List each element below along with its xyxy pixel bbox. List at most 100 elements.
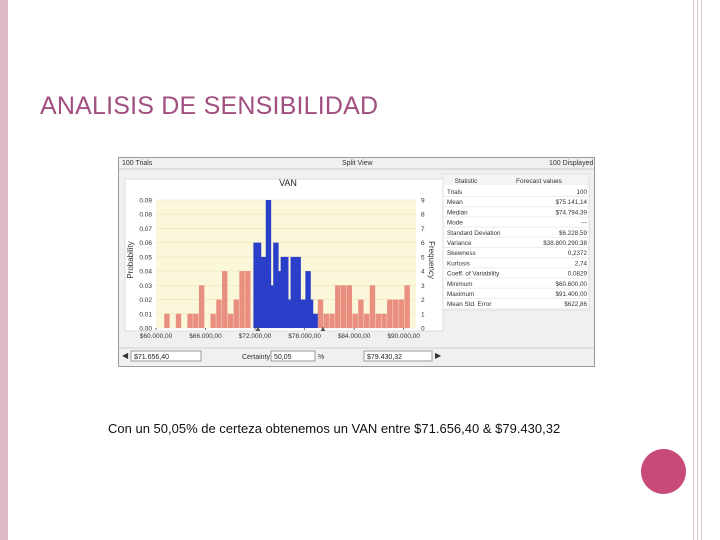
histogram-bar — [364, 313, 370, 328]
y-tick-label: 0.03 — [139, 283, 152, 290]
displayed-label: 100 Displayed — [549, 160, 594, 167]
histogram-bar — [340, 285, 347, 328]
stats-row-value: 100 — [576, 189, 587, 196]
histogram-bar — [245, 271, 251, 328]
y-ticks: 0.00 0.01 0.02 0.03 0.04 0.05 0.06 0.07 0.08 0.09 — [139, 198, 152, 333]
y2-ticks: 0 1 2 3 4 5 6 7 8 9 — [421, 198, 425, 333]
histogram-bar — [305, 271, 311, 328]
stats-row-value: $75.141,14 — [555, 199, 587, 206]
histogram-bar — [381, 313, 387, 328]
y2-tick-label: 6 — [421, 240, 425, 247]
certainty-field[interactable] — [270, 350, 316, 362]
histogram-bar — [193, 313, 199, 328]
histogram-bar — [329, 313, 335, 328]
x-tick-label: $90.000,00 — [387, 333, 420, 340]
stats-row-label: Skewness — [447, 250, 476, 257]
histogram-bar — [392, 299, 399, 328]
histogram-bar — [198, 285, 205, 328]
left-value-field[interactable] — [130, 350, 202, 362]
stats-row-value: 0,2372 — [568, 250, 588, 257]
stats-row-label: Trials — [447, 189, 462, 196]
y2-tick-label: 7 — [421, 226, 425, 233]
stats-row-value: $6.228,59 — [559, 230, 588, 237]
histogram-bars — [164, 200, 410, 328]
y-tick-label: 0.06 — [139, 240, 152, 247]
stats-row-value: 2,74 — [575, 260, 588, 267]
histogram-bar — [233, 299, 239, 328]
y2-tick-label: 8 — [421, 212, 425, 219]
stats-row-label: Kurtosis — [447, 260, 470, 267]
x-tick-label: $78.000,00 — [288, 333, 321, 340]
caption-text: Con un 50,05% de certeza obtenemos un VA… — [108, 421, 561, 436]
y-tick-label: 0.02 — [139, 297, 152, 304]
stats-header-cell: Statistic — [455, 178, 479, 185]
stats-header-row — [444, 175, 588, 185]
stats-row-label: Coeff. of Variability — [447, 271, 500, 278]
x-tick-label: $60.000,00 — [140, 333, 173, 340]
histogram-bar — [227, 313, 234, 328]
histogram-bar — [265, 200, 272, 328]
histogram-bar — [187, 313, 193, 328]
histogram-bar — [335, 285, 341, 328]
left-arrow-icon[interactable]: ◀ — [122, 351, 129, 360]
histogram-bar — [387, 299, 393, 328]
stats-table: Statistic Forecast values Trials 100 Mean $75… — [444, 175, 588, 310]
forecast-window: 100 Trials Split View 100 Displayed VAN … — [118, 157, 595, 367]
stats-row-label: Variance — [447, 240, 472, 247]
y-axis-label: Probability — [126, 241, 135, 278]
histogram-bar — [164, 313, 170, 328]
y2-tick-label: 3 — [421, 283, 425, 290]
right-value-field[interactable] — [363, 350, 433, 362]
stats-row-value: $622,86 — [564, 301, 587, 308]
stats-row-label: Mean Std. Error — [447, 301, 491, 308]
right-arrow-icon[interactable]: ▶ — [435, 351, 442, 360]
certainty-label: Certainty — [242, 354, 271, 361]
x-ticks: $60.000,00 $66.000,00 $72.000,00 $78.000,00… — [140, 328, 420, 340]
right-border-line — [701, 0, 702, 540]
stats-row-value: $38.800.290,38 — [543, 240, 587, 247]
stats-row-label: Maximum — [447, 291, 474, 298]
forecast-chart: VAN Probability Frequency 0.000.010.020.… — [119, 168, 594, 362]
stats-row-value: $74.794,39 — [555, 209, 587, 216]
histogram-bar — [239, 271, 245, 328]
histogram-bar — [295, 256, 301, 328]
stats-row-value: $60.600,00 — [555, 281, 587, 288]
x-tick-label: $84.000,00 — [338, 333, 371, 340]
left-slider-handle[interactable]: ▲ — [254, 324, 262, 333]
y-tick-label: 0.04 — [139, 269, 152, 276]
stats-row-label: Median — [447, 209, 468, 216]
x-tick-label: $72.000,00 — [239, 333, 272, 340]
y2-tick-label: 9 — [421, 198, 425, 205]
stats-row-value: 0,0829 — [568, 271, 588, 278]
histogram-bar — [216, 299, 222, 328]
right-border-line — [697, 0, 698, 540]
y2-tick-label: 1 — [421, 311, 425, 318]
y-tick-label: 0.09 — [139, 198, 152, 205]
y2-tick-label: 0 — [421, 326, 425, 333]
y-tick-label: 0.07 — [139, 226, 152, 233]
slide-title: ANALISIS DE SENSIBILIDAD — [40, 92, 379, 120]
histogram-bar — [346, 285, 353, 328]
certainty-value: 50,05 — [274, 354, 292, 361]
window-header: 100 Trials Split View 100 Displayed — [119, 158, 594, 169]
histogram-bar — [358, 299, 364, 328]
histogram-bar — [404, 285, 410, 328]
y2-tick-label: 5 — [421, 254, 425, 261]
histogram-bar — [375, 313, 381, 328]
right-value-text: $79.430,32 — [367, 354, 402, 361]
histogram-bar — [312, 313, 319, 328]
y2-axis-label: Frequency — [427, 241, 436, 279]
histogram-bar — [275, 271, 282, 328]
histogram-bar — [175, 313, 182, 328]
y-tick-label: 0.05 — [139, 254, 152, 261]
histogram-bar — [222, 271, 228, 328]
right-slider-handle[interactable]: ▲ — [319, 324, 327, 333]
y2-tick-label: 4 — [421, 269, 425, 276]
histogram-bar — [283, 256, 289, 328]
stats-row-label: Minimum — [447, 281, 473, 288]
view-label[interactable]: Split View — [342, 160, 373, 167]
stats-row-value: $91.400,00 — [555, 291, 587, 298]
histogram-bar — [210, 313, 216, 328]
y-tick-label: 0.08 — [139, 212, 152, 219]
left-accent-bar — [0, 0, 8, 540]
